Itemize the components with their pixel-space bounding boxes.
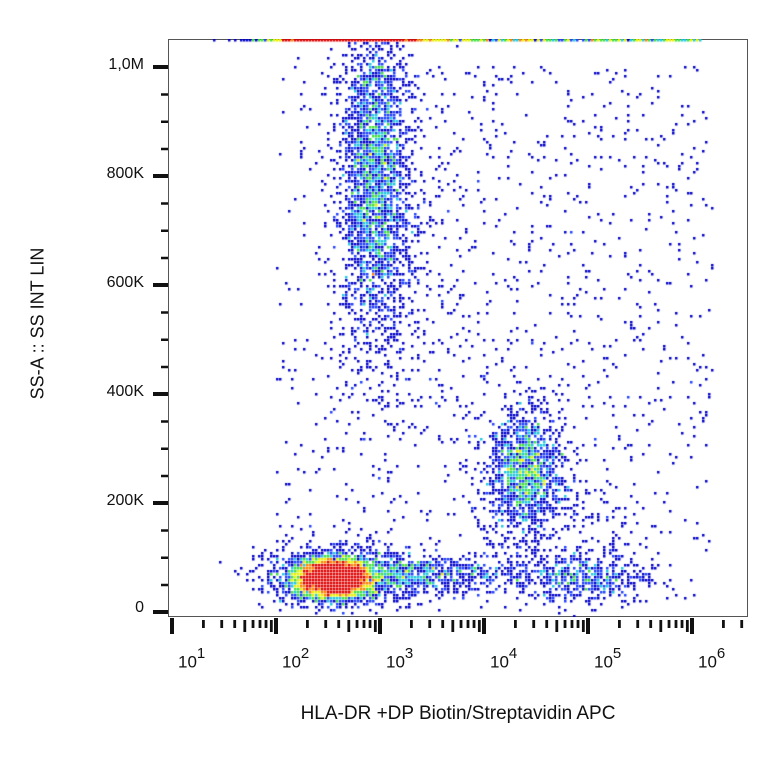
x-minor-tick — [563, 620, 567, 628]
y-minor-tick — [161, 202, 168, 205]
y-minor-tick — [161, 365, 168, 369]
y-minor-tick — [161, 120, 168, 123]
y-major-tick — [153, 392, 168, 396]
x-minor-tick — [428, 620, 432, 628]
y-tick-label: 800K — [106, 165, 144, 182]
y-minor-tick — [161, 229, 168, 232]
x-minor-tick — [258, 620, 262, 628]
x-minor-tick — [355, 620, 359, 628]
y-axis-ticks — [153, 65, 168, 614]
x-minor-tick — [202, 620, 205, 628]
x-tick-base: 10 — [178, 652, 197, 672]
x-minor-tick — [674, 620, 678, 628]
x-tick-exponent: 4 — [508, 645, 518, 662]
x-minor-tick — [410, 620, 413, 628]
y-minor-tick — [161, 447, 168, 450]
y-major-tick — [153, 283, 168, 287]
x-axis-ticks — [170, 618, 744, 634]
y-minor-tick — [161, 420, 168, 423]
x-minor-tick — [347, 620, 351, 632]
x-minor-tick — [680, 620, 684, 628]
y-minor-tick — [161, 474, 168, 478]
x-tick-base: 10 — [490, 652, 509, 672]
x-minor-tick — [362, 620, 366, 628]
x-minor-tick — [368, 620, 372, 628]
x-minor-tick — [251, 620, 255, 628]
x-tick-base: 10 — [386, 652, 405, 672]
x-minor-tick — [740, 620, 744, 628]
x-tick-label: 106 — [698, 645, 726, 673]
x-tick-label: 102 — [282, 645, 310, 673]
y-major-tick — [153, 610, 168, 614]
x-tick-exponent: 2 — [300, 645, 310, 662]
y-tick-label: 600K — [106, 274, 144, 291]
y-minor-tick — [161, 338, 168, 341]
x-minor-tick — [337, 620, 341, 628]
x-tick-label: 105 — [594, 645, 622, 673]
y-minor-tick — [161, 583, 168, 587]
x-minor-tick — [466, 620, 470, 628]
x-axis-title: HLA-DR +DP Biotin/Streptavidin APC — [300, 703, 616, 724]
x-minor-tick — [659, 620, 663, 632]
x-tick-base: 10 — [282, 652, 301, 672]
x-major-tick — [378, 618, 382, 634]
x-minor-tick — [555, 620, 559, 632]
x-minor-tick — [451, 620, 455, 632]
x-minor-tick — [324, 620, 328, 628]
y-minor-tick — [161, 556, 168, 559]
x-tick-exponent: 1 — [196, 645, 206, 662]
y-minor-tick — [161, 93, 168, 96]
x-tick-base: 10 — [594, 652, 613, 672]
y-major-tick — [153, 501, 168, 505]
x-major-tick — [586, 618, 590, 634]
x-major-tick — [170, 618, 174, 634]
y-minor-tick — [161, 529, 168, 532]
x-minor-tick — [667, 620, 671, 628]
x-major-tick — [690, 618, 694, 634]
x-minor-tick — [264, 620, 268, 628]
x-minor-tick — [545, 620, 549, 628]
x-tick-label: 101 — [178, 645, 206, 673]
x-minor-tick — [477, 620, 481, 632]
x-minor-tick — [441, 620, 445, 628]
x-minor-tick — [618, 620, 621, 628]
x-minor-tick — [269, 620, 273, 632]
x-minor-tick — [685, 620, 689, 632]
x-minor-tick — [576, 620, 580, 628]
x-minor-tick — [722, 620, 725, 628]
x-minor-tick — [373, 620, 377, 632]
x-minor-tick — [649, 620, 653, 628]
x-tick-exponent: 6 — [716, 645, 726, 662]
x-tick-label: 103 — [386, 645, 414, 673]
x-minor-tick — [459, 620, 463, 628]
y-tick-label: 1,0M — [108, 56, 144, 73]
x-minor-tick — [570, 620, 574, 628]
x-minor-tick — [243, 620, 247, 632]
x-minor-tick — [306, 620, 309, 628]
y-minor-tick — [161, 256, 168, 260]
x-tick-base: 10 — [698, 652, 717, 672]
x-minor-tick — [514, 620, 517, 628]
x-minor-tick — [220, 620, 224, 628]
scatter-density-plot — [168, 39, 748, 617]
y-tick-label: 0 — [135, 599, 144, 616]
x-tick-exponent: 5 — [612, 645, 622, 662]
x-minor-tick — [636, 620, 640, 628]
x-major-tick — [274, 618, 278, 634]
x-minor-tick — [472, 620, 476, 628]
y-major-tick — [153, 174, 168, 178]
y-minor-tick — [161, 311, 168, 314]
x-major-tick — [482, 618, 486, 634]
x-tick-exponent: 3 — [404, 645, 414, 662]
y-major-tick — [153, 65, 168, 69]
y-tick-label: 200K — [106, 492, 144, 509]
y-axis-title: SS-A :: SS INT LIN — [27, 247, 48, 400]
x-tick-label: 104 — [490, 645, 518, 673]
x-minor-tick — [581, 620, 585, 632]
x-minor-tick — [532, 620, 536, 628]
y-tick-label: 400K — [106, 383, 144, 400]
y-minor-tick — [161, 147, 168, 151]
x-minor-tick — [233, 620, 237, 628]
